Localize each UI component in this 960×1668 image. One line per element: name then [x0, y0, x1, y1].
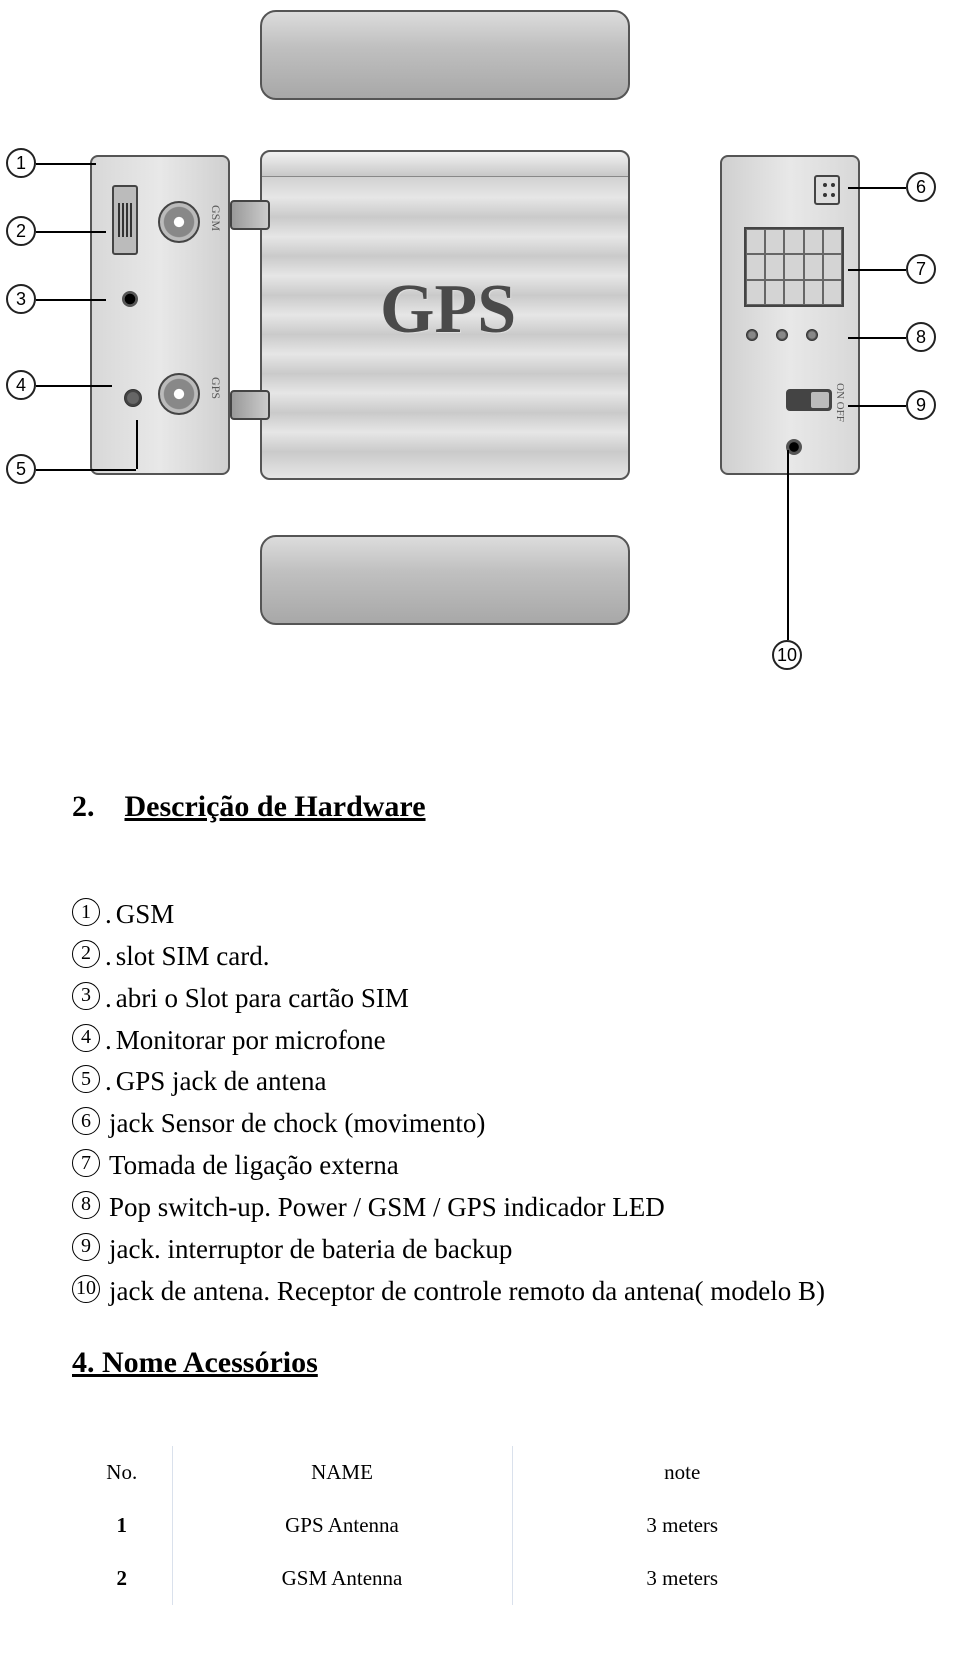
- leader-4: [36, 385, 112, 387]
- table-cell: GPS Antenna: [172, 1499, 512, 1552]
- led-dot-icon: [124, 389, 142, 407]
- desc-num: 3: [72, 982, 100, 1010]
- desc-text: GPS jack de antena: [116, 1061, 327, 1103]
- sma-connector-bottom: [230, 390, 270, 420]
- desc-num: 8: [72, 1191, 100, 1219]
- table-cell: 1: [72, 1499, 172, 1552]
- desc-num: 6: [72, 1107, 100, 1135]
- desc-num: 7: [72, 1149, 100, 1177]
- desc-row: 5. GPS jack de antena: [72, 1061, 892, 1103]
- table-cell: GSM Antenna: [172, 1552, 512, 1605]
- table-cell: 3 meters: [512, 1552, 852, 1605]
- desc-num: 2: [72, 940, 100, 968]
- table-cell: 2: [72, 1552, 172, 1605]
- gps-jack-label: GPS: [208, 377, 223, 399]
- desc-text: Monitorar por microfone: [116, 1020, 386, 1062]
- accessories-body: 1GPS Antenna3 meters2GSM Antenna3 meters: [72, 1499, 852, 1605]
- top-slab: [260, 10, 630, 100]
- section-2-heading: Descrição de Hardware: [125, 790, 426, 823]
- desc-row: 6 jack Sensor de chock (movimento): [72, 1103, 892, 1145]
- callout-9: 9: [906, 390, 936, 420]
- desc-text: slot SIM card.: [116, 936, 270, 978]
- callout-10: 10: [772, 640, 802, 670]
- callout-5: 5: [6, 454, 36, 484]
- leader-6: [848, 187, 906, 189]
- desc-text: GSM: [116, 894, 175, 936]
- table-row: 1GPS Antenna3 meters: [72, 1499, 852, 1552]
- desc-dot: .: [105, 1061, 112, 1103]
- desc-dot: .: [105, 1020, 112, 1062]
- bottom-slab: [260, 535, 630, 625]
- desc-row: 3. abri o Slot para cartão SIM: [72, 978, 892, 1020]
- power-switch-icon: [786, 389, 832, 411]
- table-cell: 3 meters: [512, 1499, 852, 1552]
- table-row: 2GSM Antenna3 meters: [72, 1552, 852, 1605]
- hardware-description-list: 1. GSM2. slot SIM card.3. abri o Slot pa…: [72, 894, 892, 1312]
- section-2-title: 2. Descrição de Hardware: [72, 790, 892, 824]
- gsm-jack-label: GSM: [208, 205, 223, 231]
- desc-row: 7 Tomada de ligação externa: [72, 1145, 892, 1187]
- col-name: NAME: [172, 1446, 512, 1499]
- desc-text: abri o Slot para cartão SIM: [116, 978, 409, 1020]
- right-panel: ON OFF: [720, 155, 860, 475]
- col-no: No.: [72, 1446, 172, 1499]
- section-4-title: 4. Nome Acessórios: [72, 1346, 892, 1380]
- callout-6: 6: [906, 172, 936, 202]
- accessories-table: No. NAME note 1GPS Antenna3 meters2GSM A…: [72, 1446, 852, 1605]
- io-plug-icon: [744, 227, 844, 307]
- gps-jack-icon: [158, 373, 200, 415]
- desc-text: jack Sensor de chock (movimento): [109, 1103, 485, 1145]
- leader-7: [848, 269, 906, 271]
- desc-row: 10 jack de antena. Receptor de controle …: [72, 1271, 892, 1313]
- gsm-jack-icon: [158, 201, 200, 243]
- mic-hole-icon: [122, 291, 138, 307]
- desc-num: 10: [72, 1275, 100, 1303]
- callout-1: 1: [6, 148, 36, 178]
- desc-text: Tomada de ligação externa: [109, 1145, 399, 1187]
- desc-row: 1. GSM: [72, 894, 892, 936]
- desc-num: 5: [72, 1065, 100, 1093]
- desc-dot: .: [105, 894, 112, 936]
- led-row-icon: [746, 329, 818, 341]
- leader-10: [787, 450, 789, 640]
- leader-2: [36, 231, 106, 233]
- leader-9: [848, 405, 906, 407]
- desc-row: 2. slot SIM card.: [72, 936, 892, 978]
- leader-8: [848, 337, 906, 339]
- sensor-jack-icon: [814, 175, 840, 205]
- leader-5a: [36, 469, 136, 471]
- desc-num: 4: [72, 1024, 100, 1052]
- gps-logo-text: GPS: [380, 270, 516, 350]
- sma-connector-top: [230, 200, 270, 230]
- callout-4: 4: [6, 370, 36, 400]
- callout-7: 7: [906, 254, 936, 284]
- desc-text: jack de antena. Receptor de controle rem…: [109, 1271, 825, 1313]
- leader-3: [36, 299, 106, 301]
- desc-row: 9 jack. interruptor de bateria de backup: [72, 1229, 892, 1271]
- col-note: note: [512, 1446, 852, 1499]
- callout-3: 3: [6, 284, 36, 314]
- section-2-number: 2.: [72, 790, 95, 823]
- desc-text: Pop switch-up. Power / GSM / GPS indicad…: [109, 1187, 665, 1229]
- left-panel: GSM GPS: [90, 155, 230, 475]
- leader-1: [36, 163, 96, 165]
- desc-num: 1: [72, 898, 100, 926]
- callout-8: 8: [906, 322, 936, 352]
- desc-text: jack. interruptor de bateria de backup: [109, 1229, 512, 1271]
- desc-row: 4. Monitorar por microfone: [72, 1020, 892, 1062]
- sim-stripe: [118, 203, 132, 237]
- desc-num: 9: [72, 1233, 100, 1261]
- hardware-diagram: GPS GSM GPS ON OFF 1 2 3 4 5 6 7: [0, 0, 960, 730]
- desc-dot: .: [105, 936, 112, 978]
- desc-dot: .: [105, 978, 112, 1020]
- leader-5b: [136, 420, 138, 469]
- on-off-label: ON OFF: [834, 383, 846, 422]
- desc-row: 8 Pop switch-up. Power / GSM / GPS indic…: [72, 1187, 892, 1229]
- callout-2: 2: [6, 216, 36, 246]
